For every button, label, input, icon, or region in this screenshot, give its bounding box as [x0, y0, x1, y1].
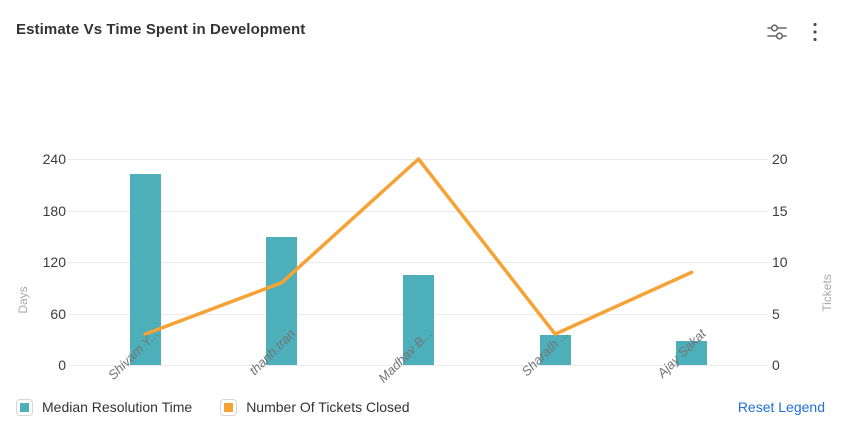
left-axis-title: Days	[16, 286, 30, 314]
legend-swatch	[220, 398, 238, 416]
right-tick-label: 20	[772, 151, 788, 167]
plot-area	[77, 157, 760, 365]
right-tick-label: 0	[772, 357, 780, 373]
left-tick-label: 240	[42, 151, 66, 167]
legend-label: Median Resolution Time	[42, 399, 193, 415]
left-tick-label: 60	[50, 305, 66, 322]
left-tick-label: 180	[42, 202, 66, 219]
line-series-svg	[143, 157, 694, 336]
chart-title: Estimate Vs Time Spent in Development	[16, 21, 306, 38]
legend-label: Number Of Tickets Closed	[246, 399, 410, 415]
legend-swatch-color	[224, 402, 234, 412]
legend-item-1[interactable]: Number Of Tickets Closed	[220, 398, 410, 416]
chart-header: Estimate Vs Time Spent in Development	[0, 0, 841, 48]
right-axis-title: Tickets	[820, 274, 834, 312]
legend-swatch	[16, 398, 33, 416]
legend-items: Median Resolution Time Number Of Tickets …	[16, 398, 410, 416]
left-tick-label: 0	[58, 357, 66, 373]
legend-swatch-color	[20, 402, 29, 412]
reset-legend-link[interactable]: Reset Legend	[737, 399, 825, 415]
right-tick-label: 15	[772, 202, 788, 219]
header-icons	[765, 20, 827, 44]
kebab-menu-icon[interactable]	[803, 20, 827, 44]
combo-chart: 0 60 120 180 240 0 5 10 15 20 Days Tickets Shiva…	[0, 48, 841, 392]
gridline	[68, 365, 768, 366]
right-tick-label: 5	[772, 305, 780, 322]
bar-1[interactable]	[266, 237, 298, 365]
tickets-line[interactable]	[143, 157, 694, 336]
bar-3[interactable]	[539, 334, 571, 365]
filter-sliders-icon[interactable]	[765, 20, 789, 44]
legend-row: Median Resolution Time Number Of Tickets …	[0, 394, 841, 420]
gridline	[68, 210, 768, 212]
bar-2[interactable]	[403, 274, 434, 365]
legend-item-0[interactable]: Median Resolution Time	[16, 398, 193, 416]
bar-4[interactable]	[676, 340, 708, 365]
left-tick-label: 120	[42, 254, 66, 270]
right-tick-label: 10	[772, 254, 788, 270]
gridline	[68, 262, 768, 263]
